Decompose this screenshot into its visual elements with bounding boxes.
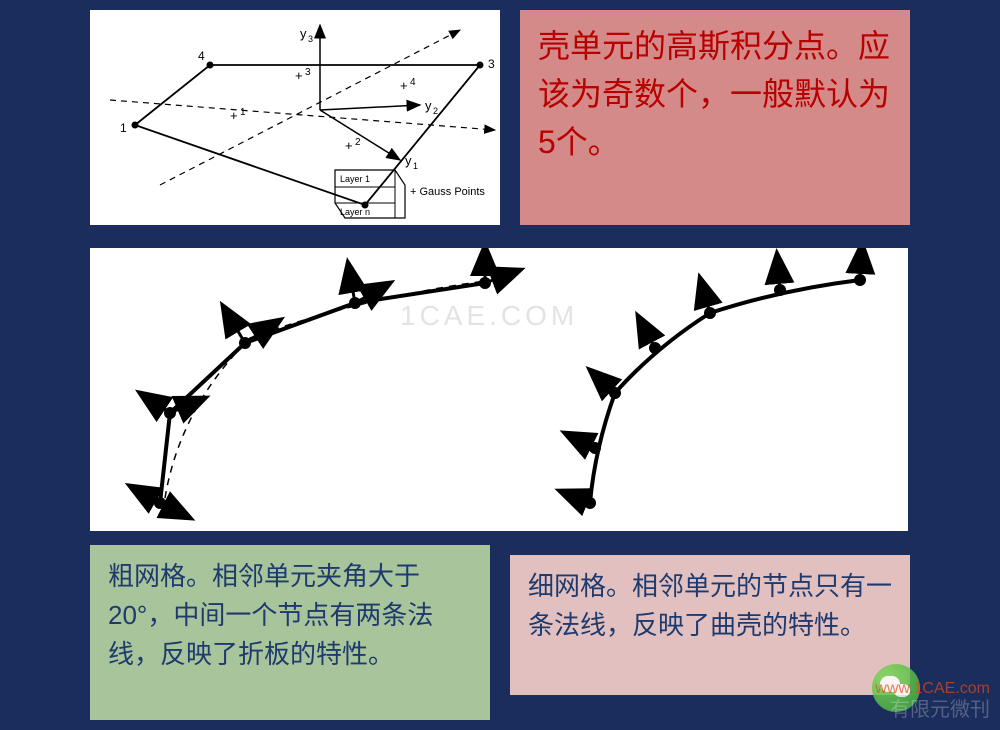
svg-text:y: y <box>425 98 432 113</box>
gauss-diagram-svg: 1 4 3 y3 y2 y1 +1 +2 +3 +4 Layer 1 Layer… <box>90 10 500 225</box>
svg-text:3: 3 <box>305 67 311 78</box>
svg-text:+: + <box>345 138 353 153</box>
svg-text:+: + <box>400 78 408 93</box>
fine-mesh-box: 细网格。相邻单元的节点只有一条法线，反映了曲壳的特性。 <box>510 555 910 695</box>
svg-text:+: + <box>295 68 303 83</box>
svg-text:2: 2 <box>355 137 361 148</box>
mesh-diagram-panel <box>90 248 908 531</box>
footer-text: 有限元微刊 <box>890 693 990 722</box>
gauss-description-box: 壳单元的高斯积分点。应该为奇数个，一般默认为5个。 <box>520 10 910 225</box>
svg-text:1: 1 <box>413 161 418 171</box>
svg-text:4: 4 <box>410 77 416 88</box>
gauss-diagram-panel: 1 4 3 y3 y2 y1 +1 +2 +3 +4 Layer 1 Layer… <box>90 10 500 225</box>
coarse-mesh-text: 粗网格。相邻单元夹角大于20°，中间一个节点有两条法线，反映了折板的特性。 <box>108 561 433 669</box>
watermark-text: 1CAE.COM <box>400 300 578 332</box>
gauss-description-text: 壳单元的高斯积分点。应该为奇数个，一般默认为5个。 <box>538 28 890 160</box>
svg-text:2: 2 <box>433 106 438 116</box>
mesh-diagram-svg <box>90 248 908 531</box>
svg-text:3: 3 <box>488 57 495 71</box>
svg-text:Layer 1: Layer 1 <box>340 174 370 184</box>
svg-text:3: 3 <box>308 34 313 44</box>
gauss-caption: + Gauss Points <box>410 186 485 198</box>
svg-text:y: y <box>405 153 412 168</box>
svg-text:1: 1 <box>240 107 246 118</box>
svg-text:y: y <box>300 26 307 41</box>
svg-text:Layer n: Layer n <box>340 207 370 217</box>
fine-mesh-text: 细网格。相邻单元的节点只有一条法线，反映了曲壳的特性。 <box>528 571 892 640</box>
coarse-mesh-box: 粗网格。相邻单元夹角大于20°，中间一个节点有两条法线，反映了折板的特性。 <box>90 545 490 720</box>
svg-text:1: 1 <box>120 121 127 135</box>
svg-text:4: 4 <box>198 49 205 63</box>
svg-text:+: + <box>230 108 238 123</box>
